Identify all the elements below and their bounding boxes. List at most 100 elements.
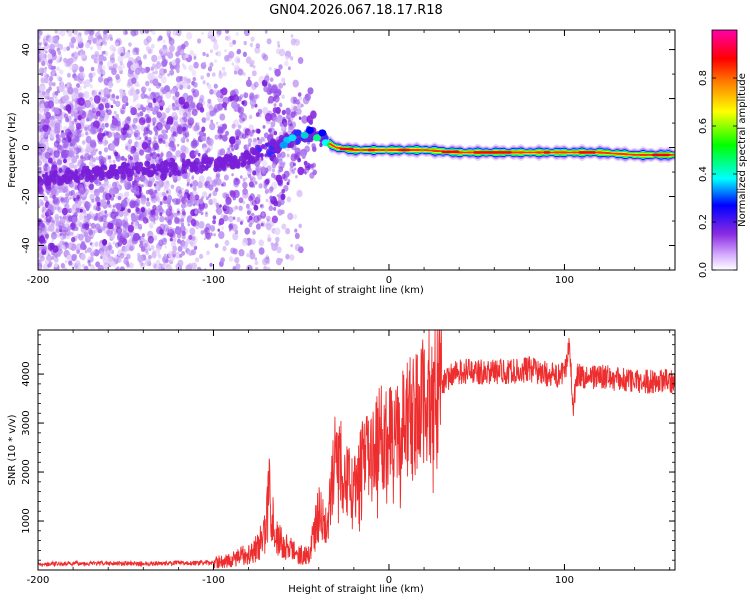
speckle-mark bbox=[156, 153, 160, 158]
speckle-mark bbox=[63, 158, 67, 164]
speckle-mark bbox=[217, 103, 224, 111]
speckle-mark bbox=[245, 203, 250, 209]
speckle-mark bbox=[230, 143, 234, 148]
speckle-mark bbox=[232, 216, 236, 220]
speckle-mark bbox=[166, 265, 173, 270]
ridge-mark bbox=[144, 160, 150, 167]
speckle-mark bbox=[108, 184, 112, 189]
speckle-mark bbox=[191, 262, 197, 270]
speckle-mark bbox=[132, 117, 138, 124]
speckle-mark bbox=[51, 161, 58, 169]
speckle-mark bbox=[234, 256, 240, 264]
ridge-mark bbox=[216, 157, 221, 163]
speckle-mark bbox=[252, 170, 257, 176]
speckle-mark bbox=[38, 147, 43, 156]
ridge-mark bbox=[66, 176, 70, 181]
speckle-mark bbox=[130, 149, 135, 155]
speckle-mark bbox=[187, 263, 193, 270]
speckle-mark bbox=[141, 184, 144, 188]
speckle-mark bbox=[216, 121, 219, 125]
speckle-mark bbox=[206, 72, 211, 78]
speckle-mark bbox=[96, 110, 101, 117]
speckle-mark bbox=[67, 86, 74, 95]
speckle-mark bbox=[70, 231, 74, 236]
speckle-mark bbox=[151, 117, 157, 124]
speckle-mark bbox=[301, 154, 306, 160]
speckle-mark bbox=[43, 195, 48, 202]
speckle-mark bbox=[174, 100, 179, 105]
speckle-mark bbox=[201, 117, 207, 124]
speckle-mark bbox=[147, 235, 154, 244]
speckle-mark bbox=[263, 265, 268, 270]
speckle-mark bbox=[236, 58, 241, 63]
speckle-mark bbox=[166, 32, 170, 36]
speckle-mark bbox=[228, 224, 234, 230]
speckle-mark bbox=[84, 249, 88, 254]
speckle-mark bbox=[151, 54, 158, 63]
speckle-mark bbox=[197, 152, 201, 157]
speckle-mark bbox=[56, 159, 63, 166]
speckle-mark bbox=[187, 223, 190, 227]
speckle-mark bbox=[175, 82, 181, 89]
speckle-mark bbox=[162, 58, 168, 65]
speckle-mark bbox=[64, 260, 68, 264]
speckle-mark bbox=[58, 98, 63, 105]
speckle-mark bbox=[54, 30, 58, 34]
speckle-mark bbox=[269, 77, 274, 82]
ridge-mark bbox=[255, 151, 261, 159]
speckle-mark bbox=[133, 147, 137, 151]
speckle-mark bbox=[91, 107, 97, 114]
ridge-mark bbox=[62, 176, 65, 180]
speckle-mark bbox=[61, 229, 67, 236]
speckle-mark bbox=[59, 57, 63, 61]
speckle-mark bbox=[248, 173, 252, 179]
speckle-mark bbox=[107, 203, 111, 208]
speckle-mark bbox=[104, 122, 109, 128]
speckle-mark bbox=[176, 106, 180, 111]
speckle-mark bbox=[290, 244, 293, 248]
speckle-mark bbox=[73, 30, 78, 35]
speckle-mark bbox=[55, 133, 60, 139]
ridge-mark bbox=[318, 129, 327, 137]
y-tick-label: 40 bbox=[21, 43, 32, 56]
ridge-mark bbox=[244, 151, 250, 158]
speckle-mark bbox=[280, 258, 283, 262]
speckle-mark bbox=[214, 187, 219, 192]
speckle-mark bbox=[223, 214, 229, 222]
speckle-mark bbox=[198, 221, 205, 229]
snr-y-ticks: 1000 2000 3000 4000 bbox=[21, 334, 675, 561]
speckle-mark bbox=[139, 149, 145, 156]
speckle-mark bbox=[76, 46, 79, 50]
speckle-mark bbox=[258, 247, 265, 255]
speckle-mark bbox=[108, 159, 112, 164]
speckle-mark bbox=[223, 174, 229, 181]
speckle-mark bbox=[132, 124, 138, 130]
ridge-mark bbox=[155, 163, 161, 169]
speckle-mark bbox=[44, 66, 48, 70]
speckle-mark bbox=[116, 226, 123, 235]
speckle-mark bbox=[45, 50, 48, 54]
speckle-mark bbox=[281, 125, 285, 131]
speckle-mark bbox=[159, 215, 165, 223]
speckle-mark bbox=[207, 83, 212, 90]
speckle-mark bbox=[260, 166, 266, 172]
speckle-mark bbox=[116, 245, 119, 249]
speckle-mark bbox=[191, 108, 198, 117]
snr-panel: -200 -100 0 100 1000 2000 3000 4000 Height of … bbox=[7, 329, 676, 595]
speckle-mark bbox=[147, 180, 153, 188]
speckle-mark bbox=[241, 238, 248, 247]
speckle-mark bbox=[125, 51, 131, 59]
speckle-mark bbox=[61, 237, 64, 241]
speckle-mark bbox=[229, 190, 236, 198]
speckle-mark bbox=[126, 263, 130, 268]
speckle-mark bbox=[42, 205, 45, 210]
speckle-mark bbox=[39, 84, 46, 92]
speckle-mark bbox=[68, 243, 73, 249]
speckle-mark bbox=[115, 100, 121, 108]
speckle-mark bbox=[222, 71, 227, 77]
speckle-mark bbox=[140, 197, 147, 205]
speckle-mark bbox=[71, 120, 75, 125]
speckle-mark bbox=[246, 264, 253, 270]
speckle-mark bbox=[102, 254, 108, 262]
snr-x-label: Height of straight line (km) bbox=[288, 584, 424, 595]
